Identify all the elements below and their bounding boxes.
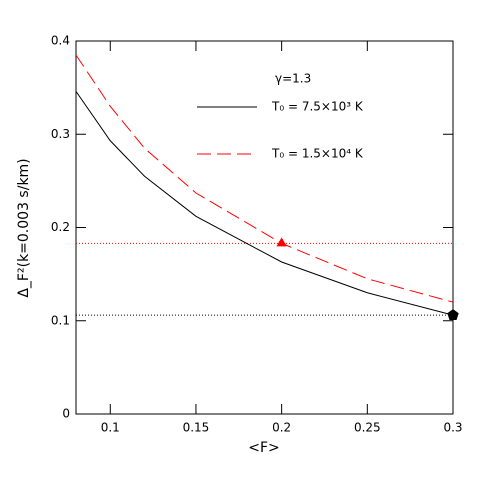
y-tick-label: 0 (62, 407, 70, 421)
legend-label: T₀ = 1.5×10⁴ K (271, 147, 364, 161)
y-tick-label: 0.1 (51, 313, 70, 327)
series-line (75, 54, 454, 303)
marker (276, 237, 287, 247)
series-line (75, 91, 454, 316)
y-tick-label: 0.3 (51, 127, 70, 141)
x-tick-label: 0.15 (183, 421, 210, 435)
marker (447, 309, 459, 321)
legend-label: T₀ = 7.5×10³ K (271, 100, 364, 114)
y-tick-label: 0.2 (51, 220, 70, 234)
y-axis-label: Δ_F²(k=0.003 s/km) (16, 158, 32, 297)
x-axis-label: <F> (248, 440, 280, 456)
y-tick-label: 0.4 (51, 34, 70, 48)
x-tick-label: 0.2 (272, 421, 291, 435)
x-tick-label: 0.25 (354, 421, 381, 435)
x-tick-label: 0.1 (101, 421, 120, 435)
annotation: γ=1.3 (275, 72, 311, 86)
plot-frame (75, 40, 454, 415)
x-tick-label: 0.3 (443, 421, 462, 435)
